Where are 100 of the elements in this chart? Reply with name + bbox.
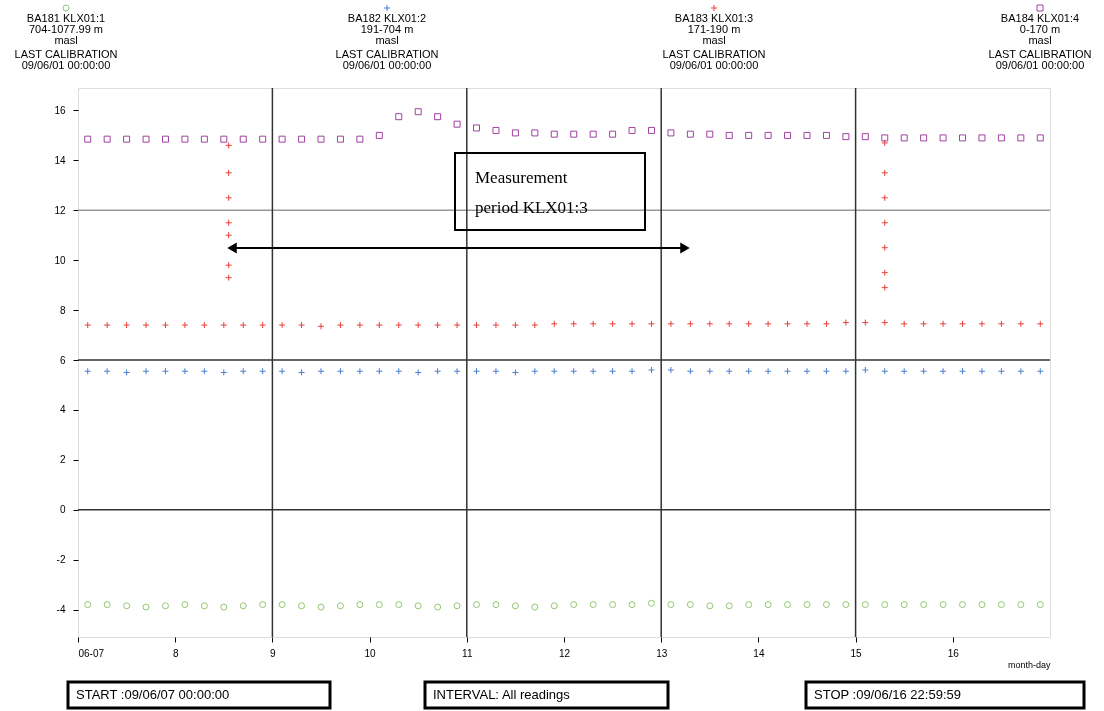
point xyxy=(1017,601,1025,609)
point xyxy=(764,367,772,375)
point xyxy=(414,602,422,610)
point xyxy=(200,602,208,610)
point xyxy=(1036,601,1044,609)
point xyxy=(647,366,655,374)
point xyxy=(511,368,519,376)
point xyxy=(939,601,947,609)
point xyxy=(181,367,189,375)
point xyxy=(161,602,169,610)
point xyxy=(667,366,675,374)
point xyxy=(103,135,111,143)
point xyxy=(336,602,344,610)
point xyxy=(375,367,383,375)
legend-label: BA184 KLX01:4 xyxy=(1000,12,1080,24)
point xyxy=(278,135,286,143)
point xyxy=(550,602,558,610)
text: masl xyxy=(702,34,726,46)
y-tick-label: 14 xyxy=(54,154,66,166)
point xyxy=(959,367,967,375)
point xyxy=(200,135,208,143)
point xyxy=(570,130,578,138)
point xyxy=(142,135,150,143)
point xyxy=(259,135,267,143)
point xyxy=(259,601,267,609)
y-tick-label: 6 xyxy=(59,354,66,366)
text: masl xyxy=(375,34,399,46)
legend-label: BA181 KLX01:1 xyxy=(26,12,106,24)
point xyxy=(492,367,500,375)
point xyxy=(550,130,558,138)
point xyxy=(725,131,733,139)
point xyxy=(278,367,286,375)
point xyxy=(531,129,539,137)
point xyxy=(609,130,617,138)
point xyxy=(609,601,617,609)
point xyxy=(473,601,481,609)
point xyxy=(706,130,714,138)
point xyxy=(784,601,792,609)
point xyxy=(336,135,344,143)
point xyxy=(822,367,830,375)
point xyxy=(200,367,208,375)
point xyxy=(473,367,481,375)
point xyxy=(161,367,169,375)
x-tick-label: 9 xyxy=(270,647,277,659)
point xyxy=(278,601,286,609)
x-tick-label: 8 xyxy=(172,647,179,659)
point xyxy=(959,601,967,609)
point xyxy=(609,367,617,375)
point xyxy=(667,601,675,609)
point xyxy=(842,133,850,141)
point xyxy=(745,601,753,609)
point xyxy=(142,603,150,611)
point xyxy=(531,367,539,375)
point xyxy=(959,134,967,142)
y-tick-label: 12 xyxy=(54,204,66,216)
point xyxy=(375,131,383,139)
point xyxy=(861,366,869,374)
text: 191-704 m xyxy=(360,23,414,35)
point xyxy=(939,367,947,375)
point xyxy=(589,130,597,138)
point xyxy=(317,603,325,611)
point xyxy=(881,601,889,609)
point xyxy=(142,367,150,375)
point xyxy=(686,367,694,375)
point xyxy=(570,601,578,609)
point xyxy=(453,367,461,375)
point xyxy=(84,367,92,375)
y-tick-label: 4 xyxy=(59,404,66,416)
point xyxy=(997,367,1005,375)
point xyxy=(764,601,772,609)
point xyxy=(239,602,247,610)
point xyxy=(725,367,733,375)
point xyxy=(161,135,169,143)
point xyxy=(123,368,131,376)
point xyxy=(434,603,442,611)
text: 09/06/01 00:00:00 xyxy=(669,59,759,71)
point xyxy=(647,126,655,134)
point xyxy=(511,129,519,137)
point xyxy=(103,601,111,609)
text: 171-190 m xyxy=(687,23,741,35)
text: 09/06/01 00:00:00 xyxy=(995,59,1085,71)
point xyxy=(356,601,364,609)
point xyxy=(123,602,131,610)
point xyxy=(881,367,889,375)
point xyxy=(395,367,403,375)
point xyxy=(628,126,636,134)
point xyxy=(317,367,325,375)
point xyxy=(492,126,500,134)
point xyxy=(492,601,500,609)
point xyxy=(239,135,247,143)
point xyxy=(628,601,636,609)
point xyxy=(181,601,189,609)
point xyxy=(900,601,908,609)
text: START :09/06/07 00:00:00 xyxy=(76,687,230,702)
point xyxy=(1036,367,1044,375)
point xyxy=(336,367,344,375)
point xyxy=(356,367,364,375)
point xyxy=(628,367,636,375)
point xyxy=(803,367,811,375)
point xyxy=(220,368,228,376)
